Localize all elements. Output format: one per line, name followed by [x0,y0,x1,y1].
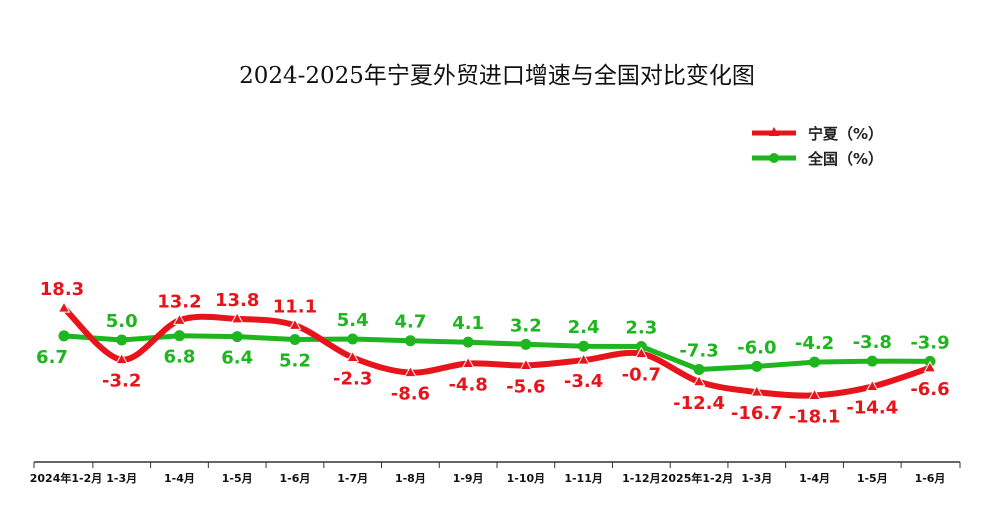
x-tick-label: 1-3月 [741,472,772,485]
data-point-national [693,364,705,376]
data-label-national: 4.1 [452,313,484,334]
data-point-national [404,335,416,347]
data-point-ningxia [634,346,648,359]
data-label-ningxia: -12.4 [673,393,725,414]
data-label-ningxia: -2.3 [333,369,372,390]
data-label-ningxia: -6.6 [910,379,949,400]
data-label-national: 2.4 [568,317,600,338]
x-tick-label: 1-10月 [507,472,546,485]
data-point-national [289,334,301,346]
x-tick-label: 1-11月 [564,472,603,485]
data-point-national [520,338,532,350]
legend-marker-national [769,153,779,163]
data-point-national [809,356,821,368]
x-tick-label: 1-12月 [622,472,661,485]
data-label-ningxia: -18.1 [789,406,841,427]
series-ningxia [57,301,937,400]
data-point-national [578,340,590,352]
data-label-ningxia: 13.2 [157,291,201,312]
x-ticks [33,462,961,468]
data-label-ningxia: -4.8 [448,375,487,396]
data-label-ningxia: 11.1 [273,296,317,317]
legend-label-ningxia: 宁夏（%） [808,125,883,143]
x-tick-label: 1-6月 [915,472,946,485]
data-label-ningxia: -8.6 [391,384,430,405]
data-label-ningxia: 18.3 [40,279,84,300]
data-label-national: -6.0 [737,337,776,358]
data-point-ningxia [808,388,821,400]
data-label-national: 5.2 [279,351,311,372]
legend: 宁夏（%） 全国（%） [752,125,883,168]
data-label-ningxia: 13.8 [215,290,259,311]
x-tick-label: 1-7月 [337,472,368,485]
data-point-ningxia [346,350,360,363]
data-label-ningxia: -3.2 [102,371,141,392]
data-label-national: -7.3 [679,341,718,362]
series-line-ningxia [61,305,933,399]
x-tick-label: 1-9月 [453,472,484,485]
chart-title: 2024-2025年宁夏外贸进口增速与全国对比变化图 [239,63,755,89]
x-tick-label: 1-5月 [222,472,253,485]
data-point-ningxia [865,379,879,392]
data-label-national: -3.9 [910,332,949,353]
x-tick-label: 1-4月 [164,472,195,485]
x-tick-label: 2024年1-2月 [30,471,103,485]
data-label-national: 6.8 [164,347,196,368]
data-label-ningxia: -0.7 [622,365,661,386]
data-label-ningxia: -16.7 [731,403,783,424]
x-tick-label: 1-5月 [857,472,888,485]
x-tick-label: 1-6月 [279,472,310,485]
data-label-national: 2.3 [625,317,657,338]
data-point-ningxia [173,313,186,325]
data-point-national [58,330,70,342]
data-point-national [231,331,243,343]
data-point-ningxia [461,356,475,369]
data-point-ningxia [519,358,533,370]
data-label-national: 4.7 [394,312,426,333]
data-point-ningxia [750,385,764,397]
data-label-national: -4.2 [795,333,834,354]
data-point-national [347,333,359,345]
legend-item-national: 全国（%） [752,150,883,168]
data-point-national [173,330,185,342]
x-tick-label: 2025年1-2月 [661,471,734,485]
data-point-national [751,360,763,372]
data-label-national: -3.8 [853,332,892,353]
data-point-ningxia [577,353,590,365]
x-tick-labels: 2024年1-2月 1-3月 1-4月 1-5月 1-6月 1-7月 1-8月 1-9月 1-1… [30,471,946,485]
data-point-national [462,336,474,348]
data-point-ningxia [288,318,302,330]
x-tick-label: 1-3月 [106,472,137,485]
data-label-national: 3.2 [510,315,542,336]
legend-item-ningxia: 宁夏（%） [752,125,883,143]
x-tick-label: 1-8月 [395,472,426,485]
series-layer [57,301,937,400]
data-label-national: 5.0 [106,311,138,332]
data-label-national: 6.4 [221,348,253,369]
data-point-national [116,334,128,346]
series-national [58,330,936,376]
data-label-national: 5.4 [337,310,369,331]
data-point-ningxia [57,301,71,313]
data-point-ningxia [230,311,244,324]
data-point-ningxia [115,352,129,365]
data-label-ningxia: -14.4 [846,398,898,419]
data-point-national [635,340,647,352]
legend-marker-ningxia [769,127,779,136]
data-label-ningxia: -5.6 [506,376,545,397]
x-tick-label: 1-4月 [799,472,830,485]
data-point-national [866,355,878,367]
data-point-ningxia [692,374,706,387]
data-point-ningxia [923,360,937,373]
data-point-ningxia [404,365,417,378]
data-label-national: 6.7 [36,347,68,368]
legend-label-national: 全国（%） [807,150,883,168]
data-label-ningxia: -3.4 [564,371,603,392]
series-line-national [61,333,933,372]
data-labels: 18.3 6.7 -3.2 5.0 13.2 6.8 13.8 6.4 11.1 5.2 -2.3 5… [36,279,950,427]
